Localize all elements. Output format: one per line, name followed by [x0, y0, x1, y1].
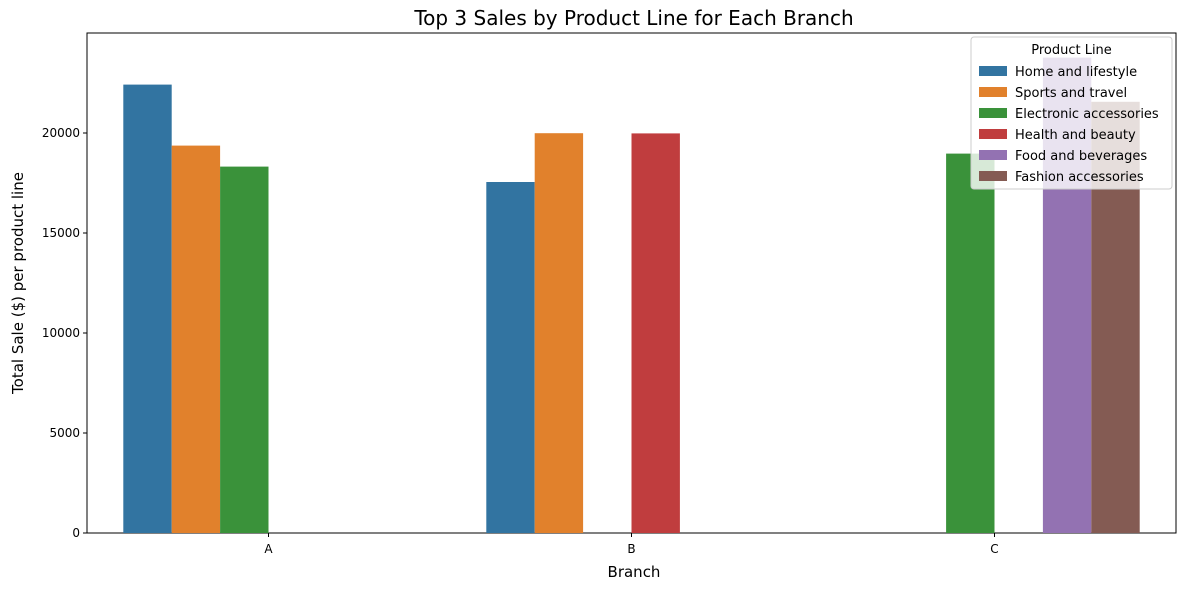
- x-axis-title: Branch: [608, 563, 661, 581]
- x-tick-label: A: [264, 542, 273, 556]
- legend-swatch: [979, 108, 1007, 118]
- legend-title: Product Line: [1031, 43, 1112, 58]
- chart-title: Top 3 Sales by Product Line for Each Bra…: [413, 6, 853, 30]
- legend-item-label: Home and lifestyle: [1015, 65, 1137, 80]
- legend-box: [970, 36, 1173, 190]
- bar: [123, 84, 172, 533]
- legend-item-label: Food and beverages: [1015, 149, 1147, 164]
- legend-item-label: Fashion accessories: [1015, 170, 1144, 185]
- y-tick-label: 10000: [42, 326, 80, 340]
- bar: [171, 145, 221, 533]
- legend-swatch: [979, 87, 1007, 97]
- legend-swatch: [979, 129, 1007, 139]
- x-tick-label: B: [627, 542, 635, 556]
- x-tick-label: C: [990, 542, 998, 556]
- y-axis-title: Total Sale ($) per product line: [9, 172, 27, 395]
- legend: Product Line Home and lifestyle Sports and…: [970, 36, 1173, 190]
- bar: [486, 182, 535, 533]
- legend-swatch: [979, 171, 1007, 181]
- bar: [220, 166, 269, 533]
- plot-area: 0 5000 10000 15000 20000 A B C: [42, 32, 1177, 556]
- bar: [631, 133, 680, 533]
- y-tick-label: 20000: [42, 126, 80, 140]
- y-tick-label: 5000: [49, 426, 80, 440]
- legend-swatch: [979, 150, 1007, 160]
- legend-item-label: Sports and travel: [1015, 86, 1127, 101]
- bar: [534, 133, 584, 533]
- legend-item-label: Electronic accessories: [1015, 107, 1159, 122]
- y-tick-label: 0: [72, 526, 80, 540]
- y-tick-label: 15000: [42, 226, 80, 240]
- legend-swatch: [979, 66, 1007, 76]
- legend-item-label: Health and beauty: [1015, 128, 1136, 143]
- bar: [946, 153, 995, 533]
